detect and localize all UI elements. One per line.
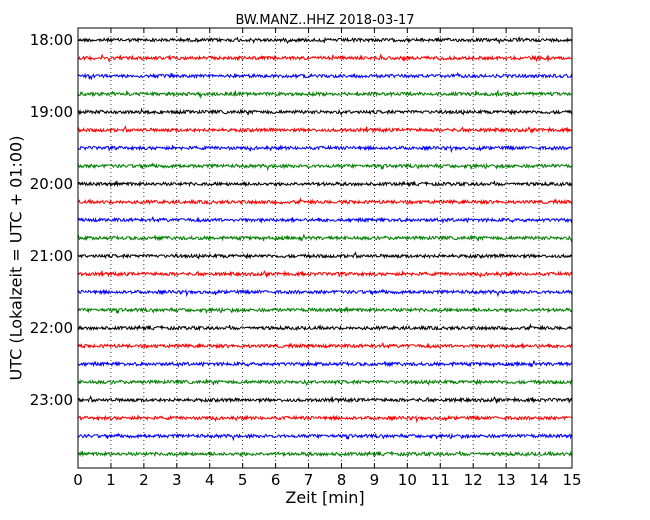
trace-line-18 (77, 360, 573, 368)
x-tick-label-12: 12 (464, 471, 483, 489)
traces-group (77, 36, 573, 458)
x-tick-label-9: 9 (370, 471, 380, 489)
trace-line-11 (77, 234, 573, 243)
trace-line-19 (77, 378, 573, 387)
trace-line-21 (77, 414, 573, 424)
y-axis-label: UTC (Lokalzeit = UTC + 01:00) (7, 136, 26, 381)
x-tick-label-0: 0 (73, 471, 83, 489)
x-tick-label-6: 6 (271, 471, 281, 489)
plot-frame (77, 27, 573, 469)
x-tick-label-7: 7 (304, 471, 314, 489)
trace-line-20 (77, 395, 573, 405)
x-tick-label-2: 2 (139, 471, 149, 489)
x-axis-label: Zeit [min] (285, 488, 364, 507)
x-tick-label-8: 8 (337, 471, 347, 489)
x-tick-label-11: 11 (431, 471, 450, 489)
trace-line-3 (77, 89, 573, 100)
x-tick-label-13: 13 (497, 471, 516, 489)
x-tick-label-4: 4 (205, 471, 215, 489)
trace-line-6 (77, 144, 573, 154)
y-tick-label-2: 20:00 (30, 175, 73, 193)
y-tick-label-0: 18:00 (30, 31, 73, 49)
x-tick-label-10: 10 (398, 471, 417, 489)
chart-title: BW.MANZ..HHZ 2018-03-17 (235, 13, 414, 28)
trace-line-4 (77, 107, 573, 117)
y-tick-label-5: 23:00 (30, 391, 73, 409)
trace-line-17 (77, 342, 573, 350)
trace-line-13 (77, 270, 573, 279)
trace-line-1 (77, 53, 573, 64)
x-tick-label-1: 1 (106, 471, 116, 489)
y-tick-label-1: 19:00 (30, 103, 73, 121)
trace-line-9 (77, 196, 573, 206)
trace-line-8 (77, 180, 573, 188)
trace-line-15 (77, 306, 573, 314)
trace-line-22 (77, 432, 573, 442)
trace-line-7 (77, 162, 573, 172)
y-tick-label-4: 22:00 (30, 319, 73, 337)
trace-line-0 (77, 36, 572, 45)
y-axis: 18:00 19:00 20:00 21:00 22:00 23:00 (30, 31, 572, 409)
x-tick-label-15: 15 (562, 471, 581, 489)
trace-line-14 (77, 288, 573, 298)
grid-group (110, 28, 540, 468)
trace-line-5 (77, 125, 573, 135)
trace-line-16 (77, 322, 573, 332)
x-tick-label-5: 5 (238, 471, 248, 489)
x-axis: 0 1 2 3 4 5 6 7 8 9 10 11 12 13 14 15 (73, 28, 582, 489)
x-tick-label-3: 3 (172, 471, 182, 489)
trace-line-2 (77, 71, 573, 81)
y-tick-label-3: 21:00 (30, 247, 73, 265)
trace-line-10 (77, 216, 573, 224)
x-tick-label-14: 14 (530, 471, 549, 489)
trace-line-23 (77, 450, 573, 458)
trace-line-12 (77, 251, 573, 260)
